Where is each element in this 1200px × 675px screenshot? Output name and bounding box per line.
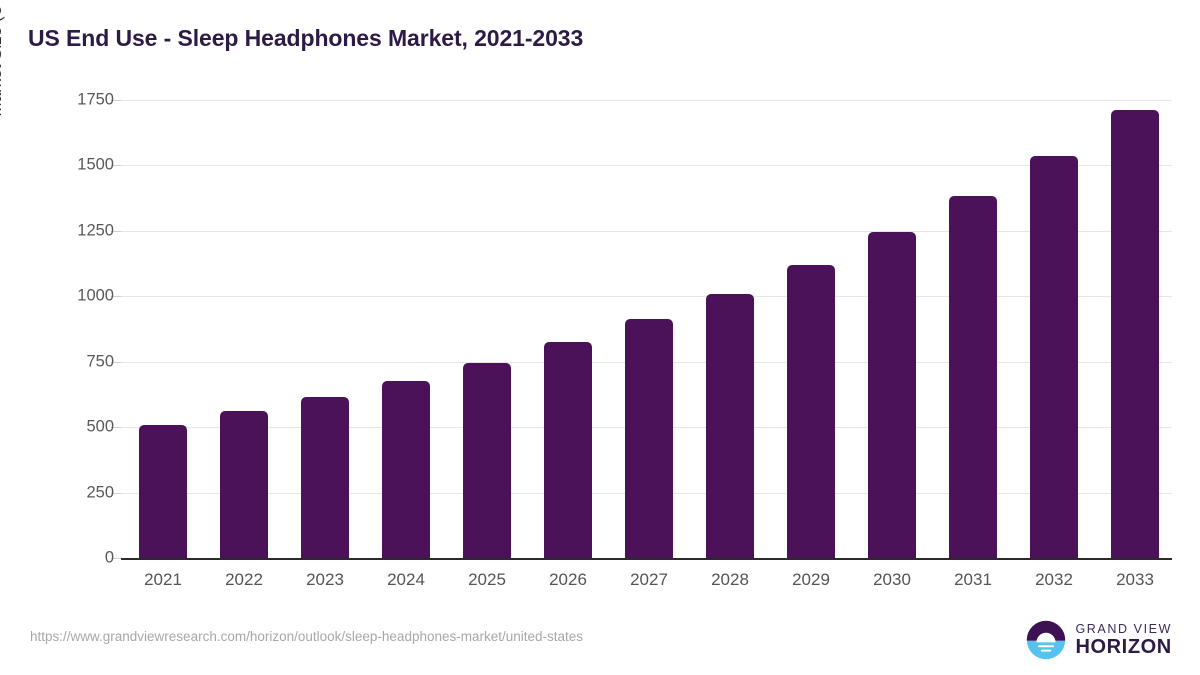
brand-logo: GRAND VIEW HORIZON [1026, 620, 1172, 660]
y-tick-mark [111, 558, 121, 559]
brand-logo-text: GRAND VIEW HORIZON [1075, 623, 1172, 658]
gridline [121, 296, 1172, 298]
bar[interactable] [1030, 156, 1078, 558]
x-tick-label: 2024 [387, 570, 425, 589]
y-tick-label: 1250 [77, 221, 114, 240]
bar[interactable] [463, 362, 511, 558]
bar[interactable] [949, 196, 997, 558]
y-tick-label: 500 [86, 417, 114, 436]
grand-view-horizon-logo-icon [1027, 620, 1066, 660]
y-tick-mark [111, 100, 121, 101]
y-tick-label: 1750 [77, 90, 114, 109]
bar[interactable] [139, 424, 187, 558]
bar[interactable] [301, 396, 349, 558]
bar[interactable] [706, 293, 754, 558]
y-tick-label: 0 [104, 548, 114, 567]
y-tick-label: 1000 [77, 286, 114, 305]
page-title: US End Use - Sleep Headphones Market, 20… [28, 25, 584, 51]
gridline [121, 100, 1172, 101]
bar[interactable] [787, 265, 835, 558]
x-tick-label: 2028 [711, 570, 749, 589]
x-tick-label: 2030 [873, 570, 911, 589]
x-tick-label: 2021 [144, 570, 182, 589]
plot-area [121, 100, 1172, 558]
y-axis-title: Market Size (US$M) [0, 0, 5, 117]
y-tick-mark [111, 165, 121, 167]
bar[interactable] [544, 341, 592, 558]
x-tick-label: 2029 [792, 570, 830, 589]
x-tick-label: 2026 [549, 570, 587, 589]
y-tick-label: 250 [86, 483, 114, 502]
bar[interactable] [868, 232, 916, 558]
x-tick-label: 2031 [954, 570, 992, 589]
x-tick-label: 2025 [468, 570, 506, 589]
y-tick-label: 1500 [77, 155, 114, 174]
y-tick-mark [111, 427, 121, 429]
bar[interactable] [220, 411, 268, 558]
x-tick-label: 2033 [1116, 570, 1154, 589]
gridline [121, 165, 1172, 167]
x-tick-label: 2027 [630, 570, 668, 589]
gridline [121, 230, 1172, 232]
y-tick-label: 750 [86, 352, 114, 371]
y-tick-mark [111, 492, 121, 494]
bar[interactable] [1111, 110, 1159, 558]
bar[interactable] [625, 319, 673, 558]
x-axis-line [121, 558, 1172, 560]
bar[interactable] [382, 380, 430, 558]
x-tick-label: 2022 [225, 570, 263, 589]
x-tick-label: 2032 [1035, 570, 1073, 589]
source-url[interactable]: https://www.grandviewresearch.com/horizo… [30, 629, 584, 644]
y-tick-mark [111, 296, 121, 298]
y-tick-mark [111, 361, 121, 363]
x-tick-label: 2023 [306, 570, 344, 589]
y-tick-mark [111, 230, 121, 232]
brand-name-secondary: HORIZON [1075, 636, 1172, 659]
brand-name-primary: GRAND VIEW [1075, 621, 1172, 636]
